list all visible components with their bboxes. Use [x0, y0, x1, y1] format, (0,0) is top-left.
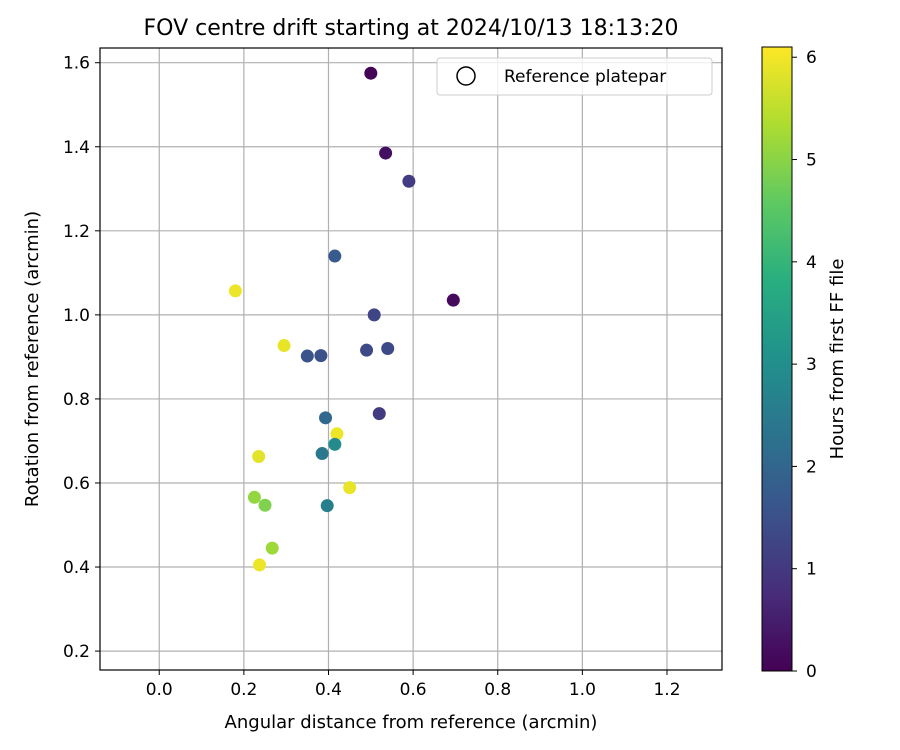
- scatter-point: [360, 343, 374, 357]
- y-tick-label: 1.0: [63, 306, 90, 326]
- y-tick-label: 1.4: [63, 138, 90, 158]
- scatter-point: [328, 249, 342, 263]
- scatter-point: [265, 541, 279, 555]
- scatter-point: [247, 490, 261, 504]
- y-axis-ticks: 0.2 0.4 0.6 0.8 1.0 1.2 1.4 1.6: [63, 54, 100, 662]
- y-tick-label: 1.6: [63, 54, 90, 74]
- scatter-point: [364, 66, 378, 80]
- colorbar-tick-label: 2: [806, 457, 817, 477]
- x-axis-label: Angular distance from reference (arcmin): [225, 712, 598, 733]
- scatter-point: [315, 447, 329, 461]
- scatter-point: [446, 293, 460, 307]
- scatter-point: [343, 481, 357, 495]
- scatter-point: [252, 450, 266, 464]
- colorbar: 0 1 2 3 4 5 6 Hours from first FF file: [761, 46, 848, 682]
- x-tick-label: 0.8: [484, 680, 511, 700]
- scatter-point: [330, 427, 344, 441]
- colorbar-ticks: 0 1 2 3 4 5 6: [792, 48, 817, 682]
- scatter-point: [314, 349, 328, 363]
- scatter-point: [367, 308, 381, 322]
- y-tick-label: 0.6: [63, 474, 90, 494]
- x-tick-label: 0.0: [146, 680, 173, 700]
- scatter-point: [300, 349, 314, 363]
- colorbar-tick-label: 4: [806, 253, 817, 273]
- y-axis-label: Rotation from reference (arcmin): [22, 211, 43, 507]
- scatter-point: [253, 558, 267, 572]
- scatter-point: [328, 437, 342, 451]
- y-tick-label: 0.2: [63, 642, 90, 662]
- data-points: [228, 66, 460, 572]
- colorbar-tick-label: 0: [806, 662, 817, 682]
- x-tick-label: 1.0: [569, 680, 596, 700]
- scatter-point: [319, 411, 333, 425]
- x-tick-label: 0.2: [230, 680, 257, 700]
- scatter-point: [381, 341, 395, 355]
- y-tick-label: 0.4: [63, 558, 90, 578]
- x-axis-ticks: 0.0 0.2 0.4 0.6 0.8 1.0 1.2: [146, 670, 681, 700]
- colorbar-tick-label: 3: [806, 355, 817, 375]
- x-tick-label: 0.4: [315, 680, 342, 700]
- scatter-point: [277, 339, 291, 353]
- scatter-point: [228, 284, 242, 298]
- y-tick-label: 1.2: [63, 222, 90, 242]
- legend-box: [436, 57, 713, 96]
- plot-area-frame: [99, 47, 723, 671]
- legend-entry-reference-platepar: Reference platepar: [504, 67, 666, 87]
- colorbar-gradient: [761, 46, 793, 672]
- colorbar-label: Hours from first FF file: [827, 259, 848, 460]
- scatter-point: [402, 174, 416, 188]
- colorbar-tick-label: 6: [806, 48, 817, 68]
- x-tick-label: 0.6: [400, 680, 427, 700]
- scatter-point: [379, 146, 393, 160]
- colorbar-tick-label: 1: [806, 560, 817, 580]
- x-tick-label: 1.2: [653, 680, 680, 700]
- scatter-point: [258, 498, 272, 512]
- chart-title: FOV centre drift starting at 2024/10/13 …: [144, 16, 679, 41]
- scatter-point: [320, 499, 334, 513]
- grid: [100, 48, 722, 670]
- y-tick-label: 0.8: [63, 390, 90, 410]
- colorbar-tick-label: 5: [806, 151, 817, 171]
- scatter-point: [372, 407, 386, 421]
- legend: Reference platepar: [436, 57, 713, 96]
- legend-marker-hollow-circle: [456, 66, 476, 86]
